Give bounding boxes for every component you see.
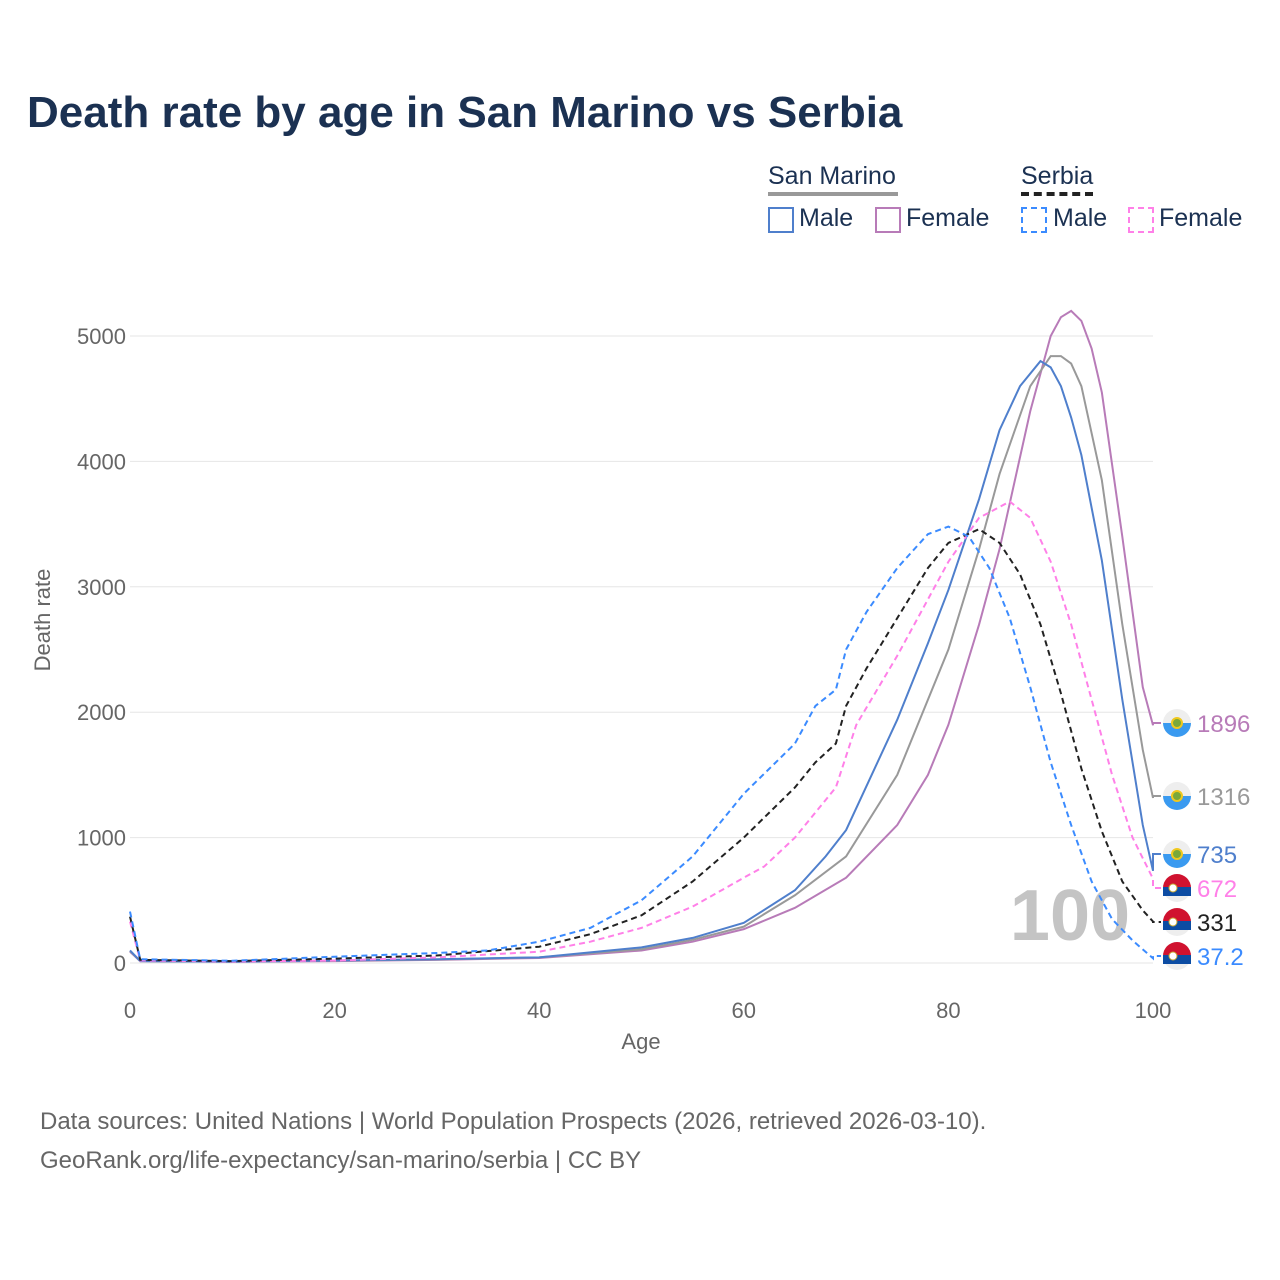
y-tick-label: 3000 [77,575,126,600]
serbia-flag-red [1163,942,1191,956]
san-marino-coat-of-arms [1171,717,1183,729]
end-label: 37.2 [1197,944,1244,971]
legend-sm-male: Male [799,204,854,232]
serbia-coat-of-arms [1168,917,1178,927]
san-marino-coat-of-arms [1171,790,1183,802]
serbia-flag-blue [1163,955,1191,964]
end-label: 331 [1197,910,1237,937]
end-label: 735 [1197,842,1237,869]
serbia-coat-of-arms [1168,883,1178,893]
series-line-serbia-female [129,500,1161,963]
x-tick-label: 60 [732,998,756,1023]
y-tick-label: 5000 [77,324,126,349]
san-marino-flag-blue [1163,723,1191,737]
san-marino-coat-of-arms [1171,848,1183,860]
y-tick-label: 0 [114,951,126,976]
legend-swatch-rs-male [1021,207,1047,233]
year-watermark: 100 [1010,876,1130,956]
end-label: 1316 [1197,784,1250,811]
series-line-serbia-total [129,527,1161,963]
legend-serbia-line [1021,192,1093,196]
chart-title: Death rate by age in San Marino vs Serbi… [27,88,903,137]
serbia-flag-blue [1163,887,1191,896]
legend-swatch-sm-female [875,207,901,233]
x-tick-label: 20 [322,998,346,1023]
serbia-flag-red [1163,908,1191,922]
y-tick-label: 2000 [77,700,126,725]
series-line-san-marino-total [129,355,1161,963]
san-marino-flag-blue [1163,796,1191,810]
x-tick-label: 100 [1135,998,1172,1023]
legend-san-marino-line [768,192,898,196]
y-tick-label: 4000 [77,449,126,474]
serbia-coat-of-arms [1168,951,1178,961]
legend-swatch-rs-female [1128,207,1154,233]
serbia-flag-blue [1163,921,1191,930]
series-line-san-marino-male [129,359,1161,963]
legend-rs-male: Male [1053,204,1108,232]
x-tick-label: 40 [527,998,551,1023]
y-tick-label: 1000 [77,826,126,851]
legend-rs-female: Female [1159,204,1243,232]
legend-group-san-marino: San Marino [768,162,896,190]
end-label: 1896 [1197,711,1250,738]
x-tick-label: 0 [124,998,136,1023]
series-line-serbia-male [129,525,1161,962]
x-tick-label: 80 [936,998,960,1023]
serbia-flag-red [1163,874,1191,888]
legend-group-serbia: Serbia [1021,162,1094,190]
series-line-san-marino-female [129,309,1161,963]
footer-link[interactable]: GeoRank.org/life-expectancy/san-marino/s… [40,1147,642,1174]
legend-swatch-sm-male [768,207,794,233]
footer-sources: Data sources: United Nations | World Pop… [40,1108,987,1135]
x-axis-label: Age [621,1029,660,1054]
end-label: 672 [1197,876,1237,903]
san-marino-flag-blue [1163,854,1191,868]
y-axis-label: Death rate [30,569,55,672]
legend-sm-female: Female [906,204,990,232]
